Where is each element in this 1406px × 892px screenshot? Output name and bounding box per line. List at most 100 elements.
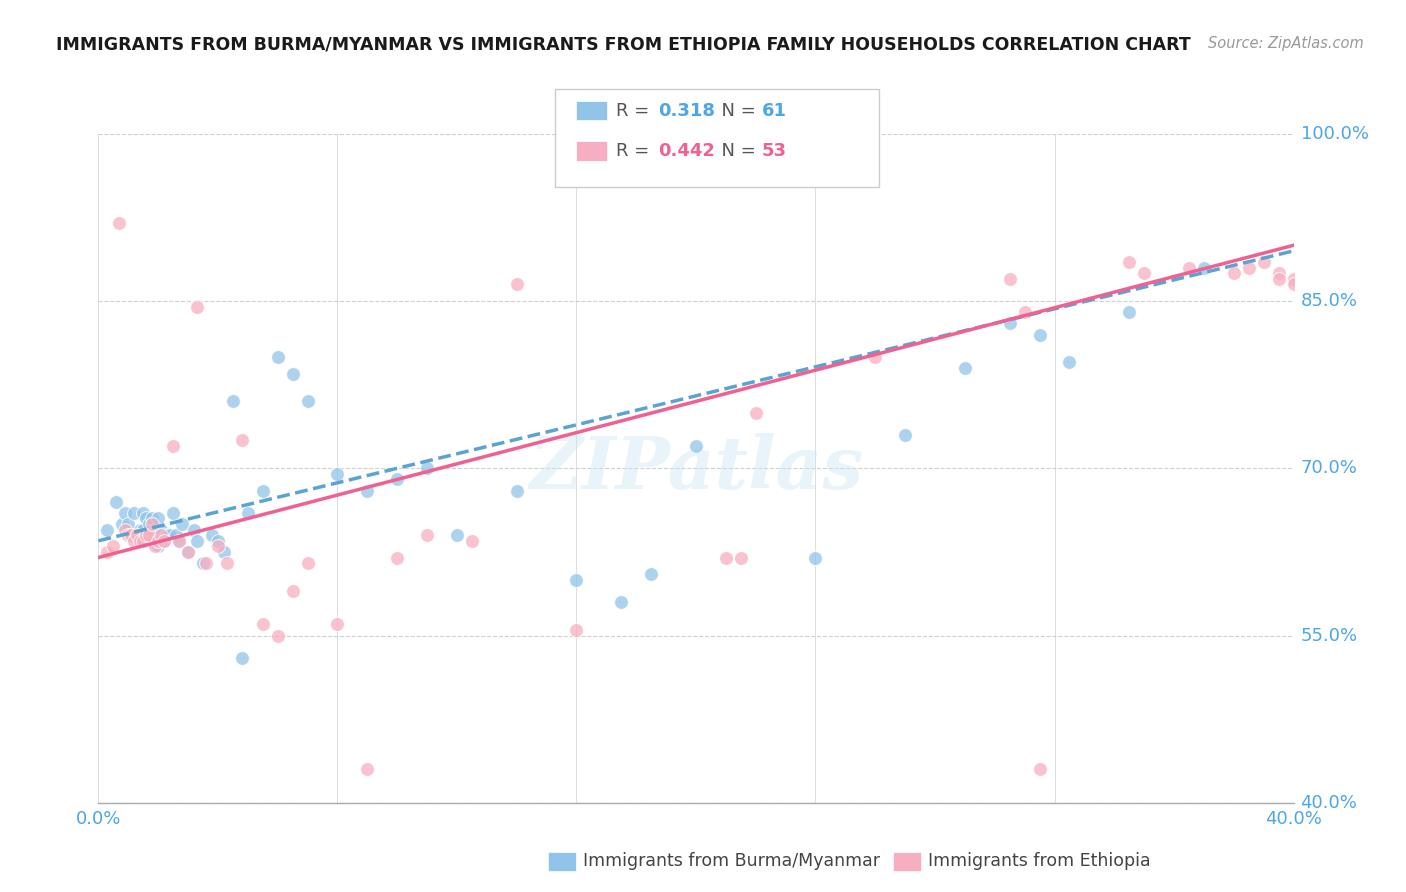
Text: Immigrants from Ethiopia: Immigrants from Ethiopia bbox=[928, 852, 1150, 870]
Point bbox=[108, 216, 131, 230]
Point bbox=[281, 367, 304, 381]
Point bbox=[153, 533, 176, 548]
Point bbox=[865, 350, 887, 364]
Point bbox=[156, 528, 179, 542]
Point bbox=[143, 528, 166, 542]
Point bbox=[120, 528, 142, 542]
Point bbox=[148, 511, 170, 525]
Point bbox=[177, 545, 200, 559]
Point bbox=[267, 629, 290, 643]
Point bbox=[117, 517, 139, 532]
Point bbox=[132, 506, 155, 520]
Point bbox=[281, 584, 304, 599]
Point bbox=[132, 533, 155, 548]
Point bbox=[1118, 305, 1140, 319]
Point bbox=[1059, 355, 1081, 369]
Point bbox=[297, 394, 319, 409]
Point bbox=[148, 540, 170, 554]
Point bbox=[297, 556, 319, 570]
Point bbox=[135, 528, 157, 542]
Point bbox=[117, 528, 139, 542]
Point bbox=[385, 473, 409, 487]
Point bbox=[506, 483, 529, 498]
Point bbox=[1282, 272, 1305, 286]
Point bbox=[148, 533, 170, 548]
Point bbox=[138, 533, 160, 548]
Point bbox=[127, 528, 149, 542]
Point bbox=[1118, 255, 1140, 269]
Text: IMMIGRANTS FROM BURMA/MYANMAR VS IMMIGRANTS FROM ETHIOPIA FAMILY HOUSEHOLDS CORR: IMMIGRANTS FROM BURMA/MYANMAR VS IMMIGRA… bbox=[56, 36, 1191, 54]
Text: 70.0%: 70.0% bbox=[1301, 459, 1357, 477]
Point bbox=[506, 277, 529, 292]
Point bbox=[186, 533, 208, 548]
Point bbox=[120, 528, 142, 542]
Point bbox=[129, 523, 152, 537]
Point bbox=[207, 533, 229, 548]
Point bbox=[207, 540, 229, 554]
Point bbox=[1282, 277, 1305, 292]
Point bbox=[236, 506, 259, 520]
Point bbox=[165, 528, 187, 542]
Point bbox=[685, 439, 707, 453]
Point bbox=[326, 467, 349, 481]
Point bbox=[127, 528, 149, 542]
Point bbox=[1253, 255, 1275, 269]
Point bbox=[1237, 260, 1260, 275]
Text: 55.0%: 55.0% bbox=[1301, 626, 1358, 645]
Point bbox=[385, 550, 409, 565]
Point bbox=[714, 550, 737, 565]
Text: N =: N = bbox=[710, 142, 762, 160]
Point bbox=[167, 533, 190, 548]
Point bbox=[1223, 266, 1246, 280]
Point bbox=[186, 300, 208, 314]
Point bbox=[183, 523, 205, 537]
Point bbox=[141, 517, 163, 532]
Point bbox=[162, 439, 184, 453]
Point bbox=[231, 651, 253, 665]
Point bbox=[141, 528, 163, 542]
Point bbox=[416, 461, 439, 475]
Text: Source: ZipAtlas.com: Source: ZipAtlas.com bbox=[1208, 36, 1364, 51]
Point bbox=[167, 533, 190, 548]
Point bbox=[326, 617, 349, 632]
Point bbox=[103, 540, 125, 554]
Point bbox=[565, 623, 588, 637]
Text: 40.0%: 40.0% bbox=[1301, 794, 1357, 812]
Point bbox=[356, 763, 378, 777]
Text: R =: R = bbox=[616, 142, 655, 160]
Point bbox=[1267, 272, 1289, 286]
Point bbox=[356, 483, 378, 498]
Point bbox=[745, 406, 768, 420]
Text: N =: N = bbox=[710, 102, 762, 120]
Point bbox=[565, 573, 588, 587]
Text: 61: 61 bbox=[762, 102, 787, 120]
Point bbox=[461, 533, 484, 548]
Point bbox=[191, 556, 214, 570]
Point bbox=[138, 517, 160, 532]
Point bbox=[998, 272, 1021, 286]
Point bbox=[177, 545, 200, 559]
Point bbox=[172, 517, 194, 532]
Point bbox=[141, 511, 163, 525]
Point bbox=[215, 556, 238, 570]
Point bbox=[135, 511, 157, 525]
Point bbox=[730, 550, 752, 565]
Point bbox=[1178, 260, 1201, 275]
Point bbox=[267, 350, 290, 364]
Point bbox=[212, 545, 235, 559]
Point bbox=[231, 434, 253, 448]
Point bbox=[446, 528, 468, 542]
Point bbox=[252, 617, 274, 632]
Point bbox=[640, 567, 662, 582]
Point bbox=[1192, 260, 1215, 275]
Point bbox=[114, 523, 136, 537]
Point bbox=[96, 545, 118, 559]
Point bbox=[953, 361, 976, 376]
Point bbox=[124, 533, 146, 548]
Point bbox=[129, 533, 152, 548]
Point bbox=[138, 528, 160, 542]
Text: 85.0%: 85.0% bbox=[1301, 292, 1358, 310]
Point bbox=[194, 556, 218, 570]
Point bbox=[1028, 327, 1050, 342]
Text: Immigrants from Burma/Myanmar: Immigrants from Burma/Myanmar bbox=[583, 852, 880, 870]
